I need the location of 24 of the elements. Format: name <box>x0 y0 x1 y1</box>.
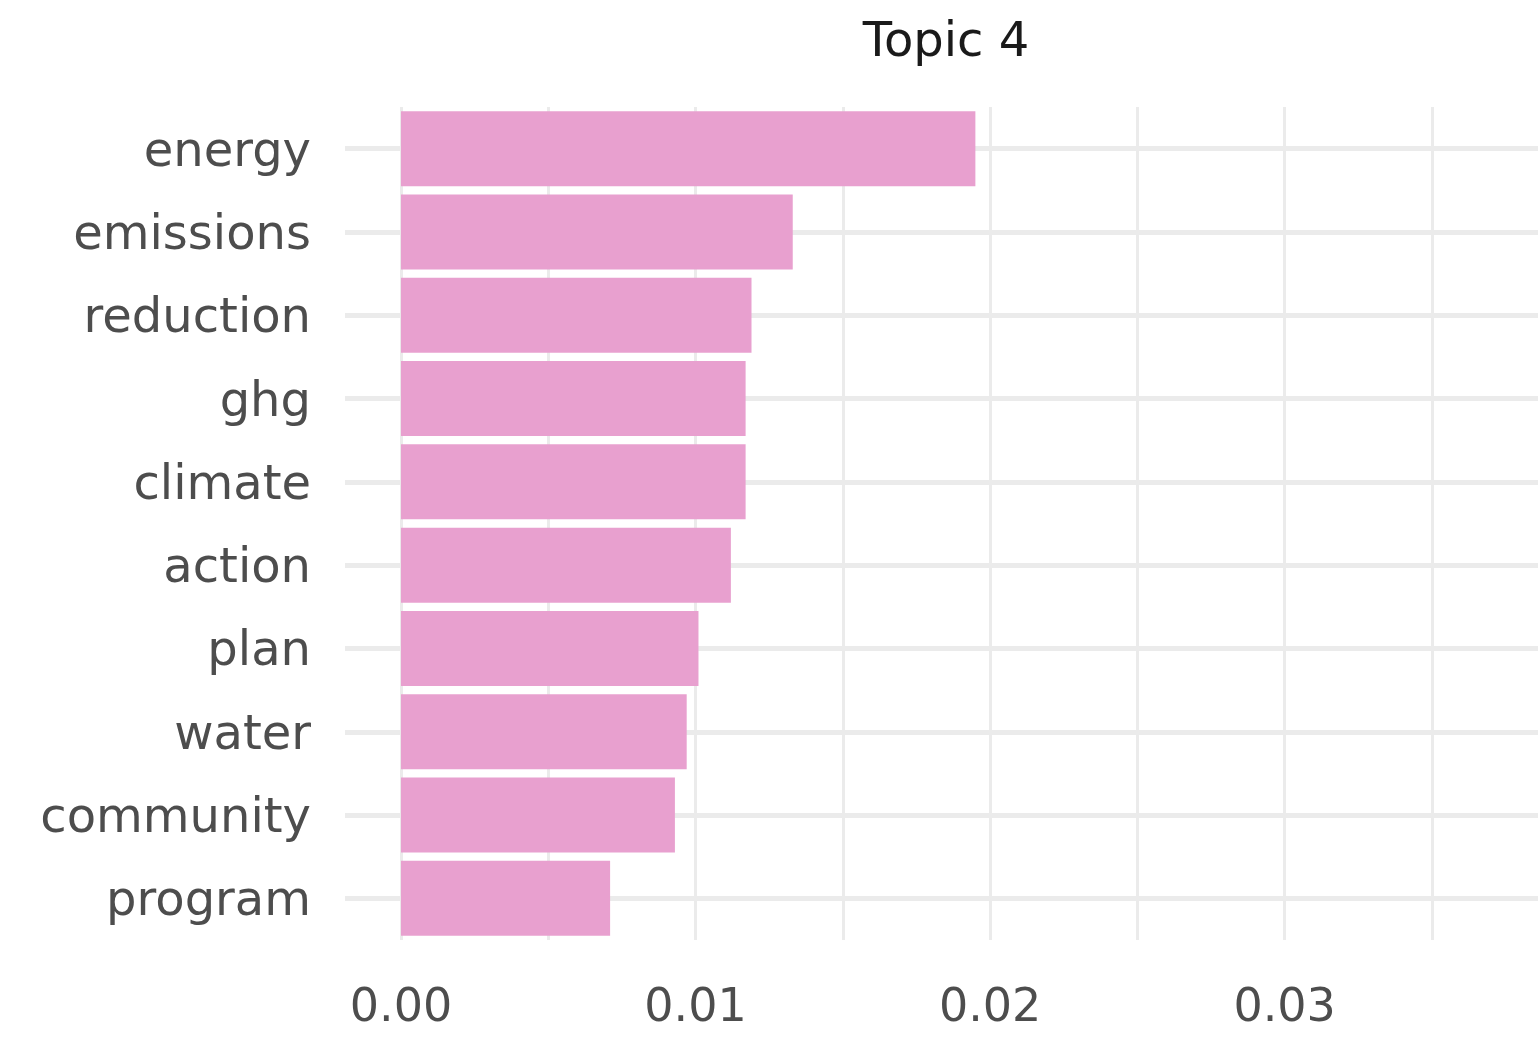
bar <box>400 777 675 853</box>
bar <box>400 860 611 936</box>
y-tick-label: reduction <box>83 287 311 344</box>
y-tick-label: action <box>163 537 311 594</box>
y-tick-label: climate <box>133 453 311 510</box>
y-tick-label: community <box>40 787 311 844</box>
x-tick-label: 0.00 <box>349 978 453 1032</box>
bar <box>400 527 731 603</box>
bar <box>400 361 746 437</box>
y-tick-label: plan <box>207 620 311 677</box>
x-tick-label: 0.03 <box>1233 978 1336 1032</box>
x-tick-label: 0.02 <box>938 978 1042 1032</box>
x-tick-label: 0.01 <box>644 978 747 1032</box>
bar <box>400 194 793 270</box>
y-tick-label: emissions <box>73 203 311 260</box>
y-tick-label: energy <box>143 120 311 177</box>
bar <box>400 277 752 353</box>
bar <box>400 694 687 770</box>
bar <box>400 444 746 520</box>
y-tick-label: water <box>174 703 312 760</box>
chart-title: Topic 4 <box>861 11 1030 67</box>
y-tick-label: ghg <box>219 370 311 427</box>
y-tick-label: program <box>106 870 311 927</box>
bar <box>400 610 699 686</box>
